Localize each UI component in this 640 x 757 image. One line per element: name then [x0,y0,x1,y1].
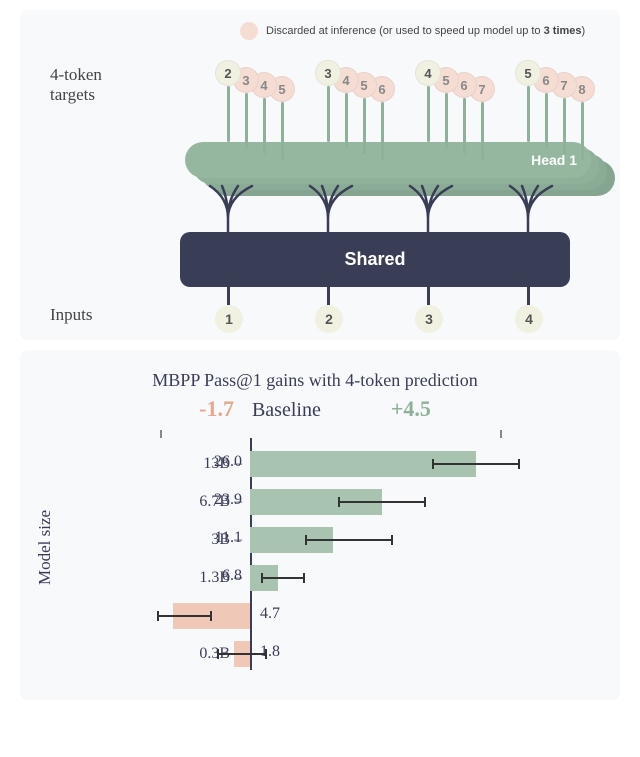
shared-trunk: Shared [180,232,570,287]
inputs-label: Inputs [50,305,93,325]
target-stem [427,86,430,142]
error-bar [261,577,305,579]
target-stem [381,102,384,160]
input-stem [327,287,330,305]
target-circle-primary: 5 [515,60,541,86]
input-circle: 2 [315,305,343,333]
input-stem [527,287,530,305]
bar-value: 1.8 [260,643,280,661]
targets-label: 4-token targets [50,65,102,105]
target-stem [463,98,466,154]
target-stem [263,98,266,154]
target-stem [363,98,366,154]
legend-pre: Discarded at inference (or used to speed… [266,25,544,37]
bar-value: 6.8 [200,567,242,585]
legend-post: ) [582,25,586,37]
target-stem [227,86,230,142]
target-stem [281,102,284,160]
head-1-label: Head 1 [531,152,577,168]
target-stem [581,102,584,160]
legend-bold: 3 times [544,25,582,37]
target-stem [245,93,248,148]
branches-svg [180,178,600,236]
shared-label: Shared [344,249,405,270]
bar-value: 26.0 [200,453,242,471]
target-stem [545,93,548,148]
chart-title: MBPP Pass@1 gains with 4-token predictio… [40,370,590,391]
baseline-label: Baseline [252,399,321,422]
error-bar [432,463,520,465]
target-stem [445,93,448,148]
bar-value: 23.9 [200,491,242,509]
target-stem [345,93,348,148]
error-bar [305,539,393,541]
target-stem [327,86,330,142]
error-bar [157,615,212,617]
input-circle: 4 [515,305,543,333]
mbpp-chart: MBPP Pass@1 gains with 4-token predictio… [20,350,620,700]
legend: Discarded at inference (or used to speed… [240,22,585,40]
target-stem [527,86,530,142]
target-circle-primary: 3 [315,60,341,86]
legend-text: Discarded at inference (or used to speed… [266,25,585,37]
architecture-diagram: Discarded at inference (or used to speed… [20,10,620,340]
pos-limit: +4.5 [391,396,431,422]
target-circle-primary: 2 [215,60,241,86]
bar-value: 4.7 [260,605,280,623]
input-circle: 3 [415,305,443,333]
input-stem [427,287,430,305]
chart-body: Model size 13B26.06.7B23.93B11.11.3B6.80… [40,430,590,690]
error-bar [338,501,426,503]
target-stem [563,98,566,154]
bar-value: 11.1 [200,529,242,547]
chart-subtitle: -1.7 Baseline +4.5 [40,396,590,422]
y-axis-label: Model size [35,510,55,585]
error-bar [217,653,267,655]
scale-tick-left [160,430,162,438]
input-circle: 1 [215,305,243,333]
legend-dot-icon [240,22,258,40]
target-stem [481,102,484,160]
scale-tick-right [500,430,502,438]
neg-limit: -1.7 [199,396,234,422]
input-stem [227,287,230,305]
target-circle-primary: 4 [415,60,441,86]
